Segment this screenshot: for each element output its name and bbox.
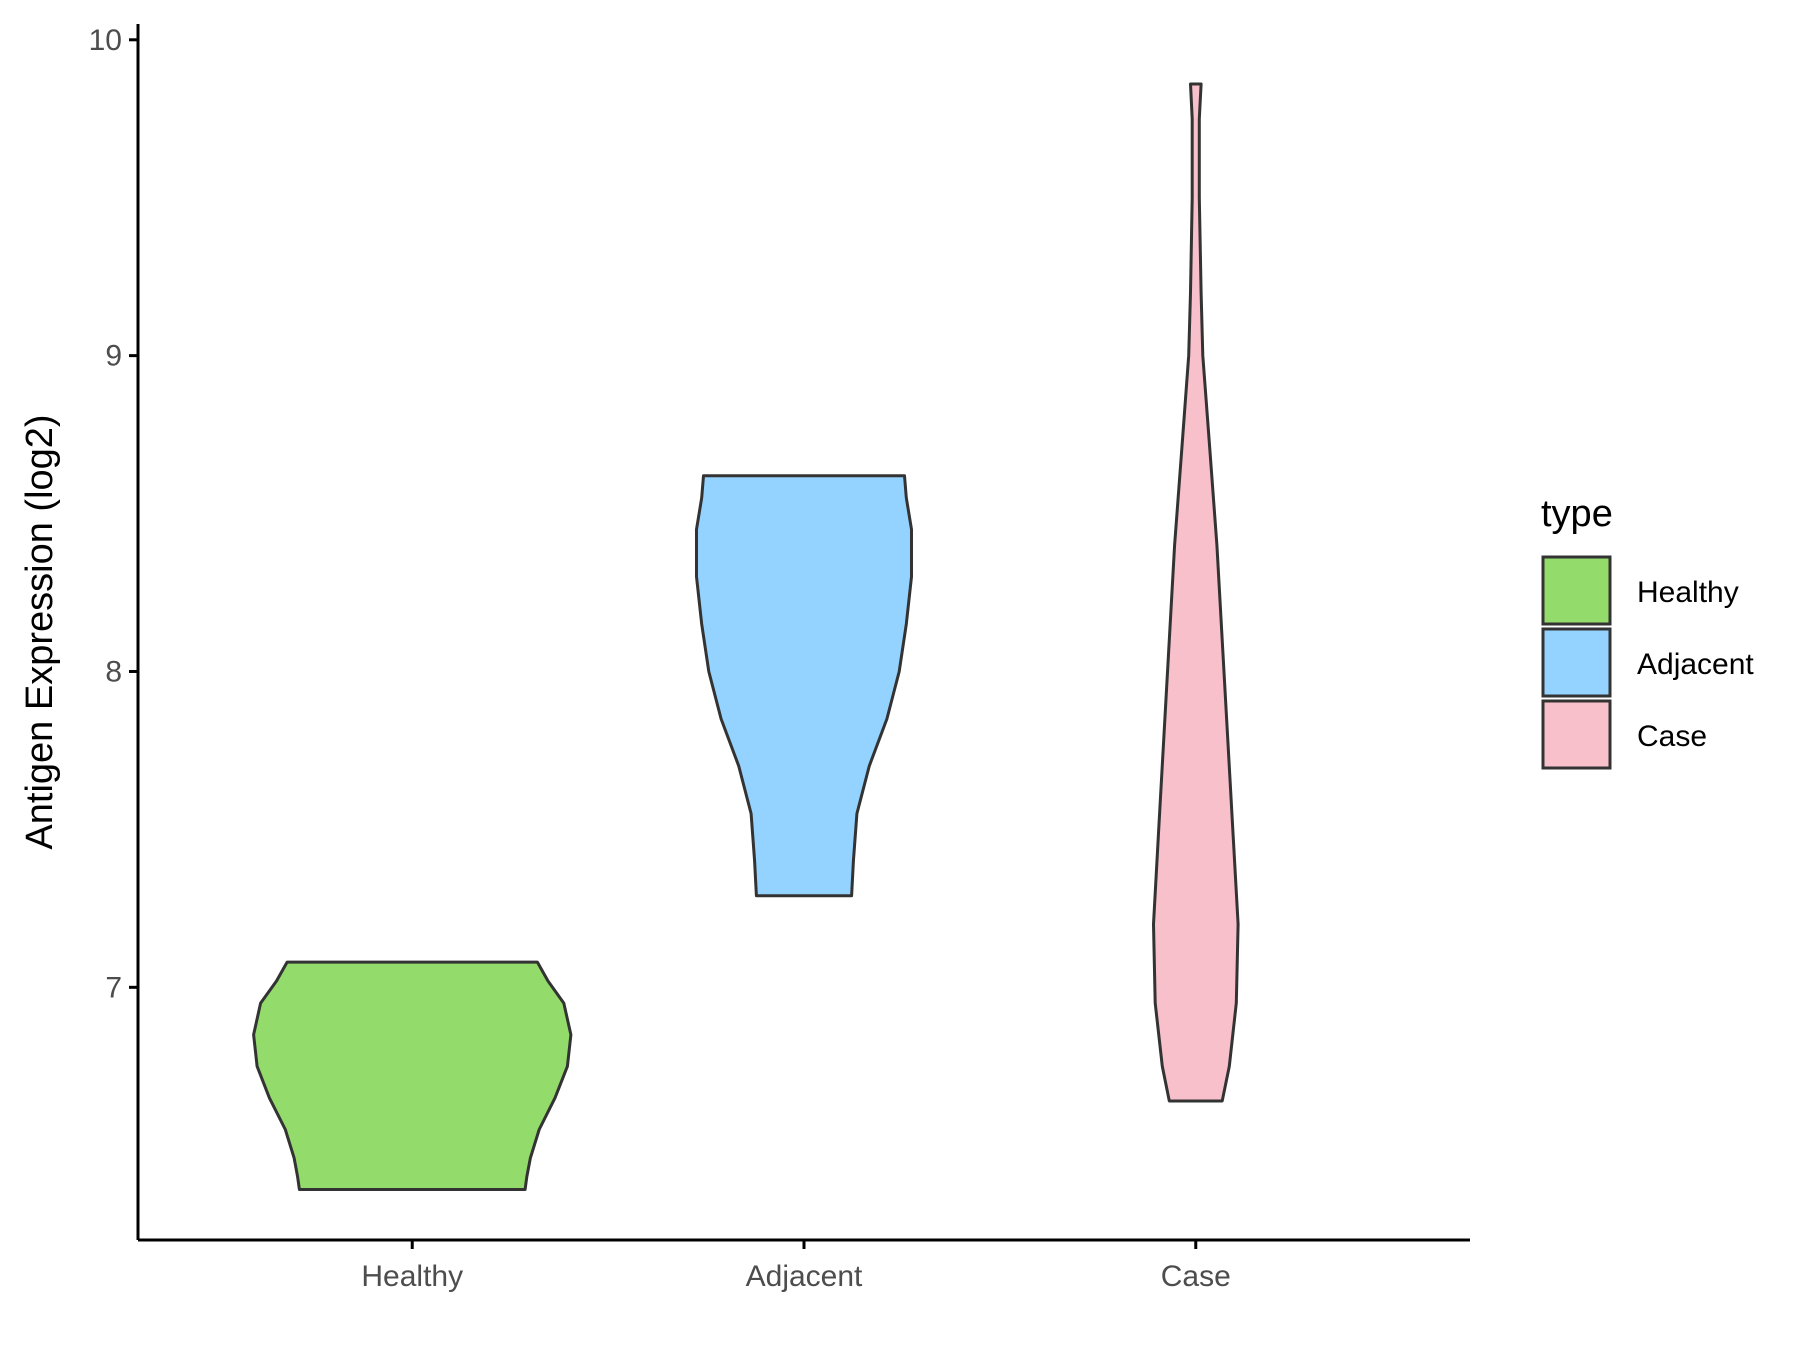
x-axis-ticks: Healthy Adjacent Case [361,1240,1231,1293]
x-tick-label-healthy: Healthy [361,1260,463,1293]
violin-adjacent [695,474,913,898]
legend-key-healthy [1541,555,1612,626]
legend-label-case: Case [1637,720,1707,753]
y-tick-label: 9 [105,340,122,373]
y-tick-label: 8 [105,655,122,688]
x-tick-label-adjacent: Adjacent [746,1260,863,1293]
legend-key-case [1541,699,1612,770]
violin-case [1152,82,1240,1103]
legend-key-adjacent [1541,627,1612,698]
y-axis-title: Antigen Expression (log2) [19,414,61,849]
violins-layer [252,82,1240,1191]
x-tick-label-case: Case [1161,1260,1231,1293]
violin-healthy [252,960,573,1191]
legend: type Healthy Adjacent Case [1541,493,1754,770]
y-tick-label: 7 [105,971,122,1004]
legend-label-healthy: Healthy [1637,576,1739,609]
legend-label-adjacent: Adjacent [1637,648,1754,681]
legend-title: type [1541,493,1613,535]
y-axis-ticks: 7 8 9 10 [89,24,138,1004]
y-tick-label: 10 [89,24,122,57]
